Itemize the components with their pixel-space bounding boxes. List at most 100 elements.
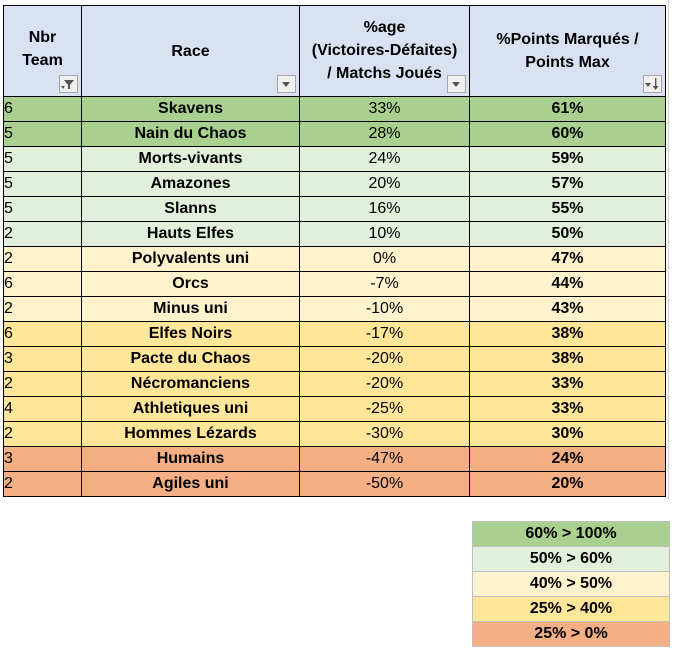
table-row: 5 Amazones 20% 57%: [3, 171, 666, 197]
cell-pct-points[interactable]: 50%: [469, 221, 666, 247]
table-body: 6 Skavens 33% 61% 5 Nain du Chaos 28% 60% 5 Morts…: [3, 96, 666, 497]
cell-pct-age[interactable]: -47%: [299, 446, 470, 472]
cell-pct-age[interactable]: 24%: [299, 146, 470, 172]
cell-nbr-team[interactable]: 6: [3, 321, 82, 347]
legend-item: 25% > 0%: [472, 621, 670, 647]
header-pct-points-line2: Points Max: [525, 54, 610, 71]
cell-pct-age[interactable]: -20%: [299, 346, 470, 372]
cell-pct-age[interactable]: -10%: [299, 296, 470, 322]
table-row: 6 Skavens 33% 61%: [3, 96, 666, 122]
cell-pct-age[interactable]: 0%: [299, 246, 470, 272]
cell-pct-points[interactable]: 43%: [469, 296, 666, 322]
table-row: 2 Nécromanciens -20% 33%: [3, 371, 666, 397]
cell-pct-age[interactable]: -30%: [299, 421, 470, 447]
sort-descending-icon[interactable]: [643, 75, 662, 93]
cell-nbr-team[interactable]: 2: [3, 246, 82, 272]
cell-pct-points[interactable]: 24%: [469, 446, 666, 472]
cell-nbr-team[interactable]: 3: [3, 346, 82, 372]
table-row: 2 Minus uni -10% 43%: [3, 296, 666, 322]
cell-pct-points[interactable]: 33%: [469, 371, 666, 397]
table-row: 2 Polyvalents uni 0% 47%: [3, 246, 666, 272]
table-row: 3 Humains -47% 24%: [3, 446, 666, 472]
cell-nbr-team[interactable]: 6: [3, 271, 82, 297]
cell-race[interactable]: Agiles uni: [81, 471, 300, 497]
cell-pct-points[interactable]: 59%: [469, 146, 666, 172]
sheet-gridline: [668, 0, 669, 500]
cell-nbr-team[interactable]: 2: [3, 371, 82, 397]
legend-row: 25% > 0%: [472, 621, 670, 647]
cell-nbr-team[interactable]: 2: [3, 421, 82, 447]
cell-pct-age[interactable]: 28%: [299, 121, 470, 147]
cell-pct-points[interactable]: 57%: [469, 171, 666, 197]
cell-pct-age[interactable]: -25%: [299, 396, 470, 422]
cell-race[interactable]: Minus uni: [81, 296, 300, 322]
table-row: 5 Slanns 16% 55%: [3, 196, 666, 222]
cell-race[interactable]: Nécromanciens: [81, 371, 300, 397]
header-pct-age-line3: / Matchs Joués: [327, 65, 442, 82]
cell-race[interactable]: Hommes Lézards: [81, 421, 300, 447]
cell-pct-points[interactable]: 20%: [469, 471, 666, 497]
cell-nbr-team[interactable]: 5: [3, 146, 82, 172]
cell-pct-age[interactable]: -17%: [299, 321, 470, 347]
cell-nbr-team[interactable]: 2: [3, 296, 82, 322]
cell-pct-points[interactable]: 55%: [469, 196, 666, 222]
table-row: 5 Morts-vivants 24% 59%: [3, 146, 666, 172]
cell-pct-age[interactable]: 16%: [299, 196, 470, 222]
table-row: 4 Athletiques uni -25% 33%: [3, 396, 666, 422]
cell-race[interactable]: Polyvalents uni: [81, 246, 300, 272]
cell-race[interactable]: Morts-vivants: [81, 146, 300, 172]
cell-pct-age[interactable]: 10%: [299, 221, 470, 247]
cell-race[interactable]: Skavens: [81, 96, 300, 122]
cell-nbr-team[interactable]: 5: [3, 196, 82, 222]
header-race-label: Race: [171, 42, 210, 60]
cell-race[interactable]: Pacte du Chaos: [81, 346, 300, 372]
dropdown-arrow-icon[interactable]: [277, 75, 296, 93]
legend-row: 40% > 50%: [472, 571, 670, 597]
cell-pct-points[interactable]: 61%: [469, 96, 666, 122]
table-row: 5 Nain du Chaos 28% 60%: [3, 121, 666, 147]
cell-race[interactable]: Nain du Chaos: [81, 121, 300, 147]
race-stats-table: Nbr Team Race %age (V: [3, 5, 666, 497]
legend-row: 60% > 100%: [472, 521, 670, 547]
cell-nbr-team[interactable]: 5: [3, 171, 82, 197]
table-row: 2 Agiles uni -50% 20%: [3, 471, 666, 497]
cell-pct-age[interactable]: -7%: [299, 271, 470, 297]
cell-pct-points[interactable]: 38%: [469, 346, 666, 372]
cell-pct-points[interactable]: 30%: [469, 421, 666, 447]
cell-nbr-team[interactable]: 6: [3, 96, 82, 122]
header-pct-age-line1: %age: [363, 19, 406, 36]
cell-pct-points[interactable]: 47%: [469, 246, 666, 272]
cell-pct-points[interactable]: 38%: [469, 321, 666, 347]
cell-race[interactable]: Athletiques uni: [81, 396, 300, 422]
legend-item: 40% > 50%: [472, 571, 670, 597]
filter-active-icon[interactable]: [59, 75, 78, 93]
cell-nbr-team[interactable]: 2: [3, 221, 82, 247]
cell-race[interactable]: Amazones: [81, 171, 300, 197]
cell-pct-age[interactable]: -20%: [299, 371, 470, 397]
cell-race[interactable]: Hauts Elfes: [81, 221, 300, 247]
cell-nbr-team[interactable]: 2: [3, 471, 82, 497]
table-row: 2 Hommes Lézards -30% 30%: [3, 421, 666, 447]
cell-pct-points[interactable]: 60%: [469, 121, 666, 147]
table-row: 3 Pacte du Chaos -20% 38%: [3, 346, 666, 372]
cell-nbr-team[interactable]: 4: [3, 396, 82, 422]
cell-pct-points[interactable]: 44%: [469, 271, 666, 297]
cell-race[interactable]: Slanns: [81, 196, 300, 222]
cell-pct-points[interactable]: 33%: [469, 396, 666, 422]
color-legend: 60% > 100% 50% > 60% 40% > 50% 25% > 40% 25%…: [472, 521, 670, 647]
table-row: 6 Elfes Noirs -17% 38%: [3, 321, 666, 347]
cell-nbr-team[interactable]: 5: [3, 121, 82, 147]
cell-race[interactable]: Orcs: [81, 271, 300, 297]
cell-race[interactable]: Elfes Noirs: [81, 321, 300, 347]
table-row: 2 Hauts Elfes 10% 50%: [3, 221, 666, 247]
cell-pct-age[interactable]: 20%: [299, 171, 470, 197]
header-nbr-team: Nbr Team: [3, 5, 82, 97]
dropdown-arrow-icon[interactable]: [447, 75, 466, 93]
header-nbr-team-line2: Team: [22, 52, 63, 69]
cell-race[interactable]: Humains: [81, 446, 300, 472]
header-pct-age: %age (Victoires-Défaites) / Matchs Joués: [299, 5, 470, 97]
header-row: Nbr Team Race %age (V: [3, 5, 666, 97]
cell-pct-age[interactable]: 33%: [299, 96, 470, 122]
cell-nbr-team[interactable]: 3: [3, 446, 82, 472]
cell-pct-age[interactable]: -50%: [299, 471, 470, 497]
